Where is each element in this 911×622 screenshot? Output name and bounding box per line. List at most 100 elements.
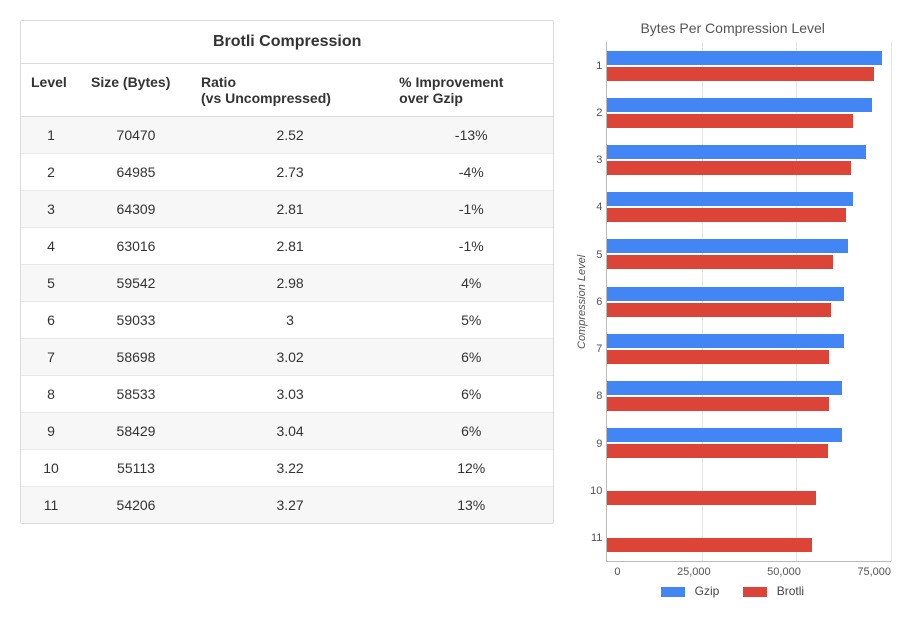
x-tick: 25,000 [677, 566, 711, 578]
bar-gzip [607, 98, 872, 112]
table-row: 65903335% [21, 302, 553, 339]
col-improvement: % Improvement over Gzip [389, 64, 553, 117]
cell-ratio: 3.27 [191, 487, 389, 524]
legend-swatch-brotli [743, 587, 767, 597]
bar-brotli [607, 208, 845, 222]
cell-size: 59033 [81, 302, 191, 339]
table-row: 5595422.984% [21, 265, 553, 302]
table-row: 2649852.73-4% [21, 154, 553, 191]
cell-level: 8 [21, 376, 81, 413]
bar-gzip [607, 334, 843, 348]
cell-improvement: -13% [389, 117, 553, 154]
chart-row [607, 467, 891, 514]
table-row: 3643092.81-1% [21, 191, 553, 228]
bar-brotli [607, 67, 874, 81]
chart-title: Bytes Per Compression Level [574, 20, 891, 36]
cell-improvement: 12% [389, 450, 553, 487]
table-title: Brotli Compression [21, 21, 553, 64]
cell-improvement: -1% [389, 228, 553, 265]
cell-level: 6 [21, 302, 81, 339]
chart-plot [606, 42, 891, 562]
y-tick: 11 [588, 532, 602, 544]
bar-gzip [607, 51, 881, 65]
bar-gzip [607, 287, 843, 301]
y-tick: 4 [588, 201, 602, 213]
cell-improvement: -1% [389, 191, 553, 228]
cell-ratio: 3.03 [191, 376, 389, 413]
chart-row [607, 42, 891, 89]
y-tick: 8 [588, 390, 602, 402]
bar-brotli [607, 397, 828, 411]
cell-size: 54206 [81, 487, 191, 524]
table-row: 9584293.046% [21, 413, 553, 450]
cell-size: 58429 [81, 413, 191, 450]
bar-brotli [607, 491, 815, 505]
cell-level: 10 [21, 450, 81, 487]
cell-size: 64985 [81, 154, 191, 191]
col-level: Level [21, 64, 81, 117]
y-tick: 5 [588, 249, 602, 261]
brotli-table: Brotli Compression Level Size (Bytes) Ra… [20, 20, 554, 524]
legend-swatch-gzip [661, 587, 685, 597]
chart-row [607, 278, 891, 325]
bar-brotli [607, 538, 812, 552]
bar-gzip [607, 239, 847, 253]
table-row: 1704702.52-13% [21, 117, 553, 154]
x-ticks: 025,00050,00075,000 [614, 562, 891, 578]
cell-level: 9 [21, 413, 81, 450]
bar-brotli [607, 303, 830, 317]
cell-ratio: 2.81 [191, 228, 389, 265]
table-row: 7586983.026% [21, 339, 553, 376]
y-tick: 1 [588, 60, 602, 72]
cell-level: 7 [21, 339, 81, 376]
y-tick: 6 [588, 296, 602, 308]
cell-ratio: 3 [191, 302, 389, 339]
cell-improvement: 6% [389, 413, 553, 450]
chart-row [607, 372, 891, 419]
table-row: 4630162.81-1% [21, 228, 553, 265]
cell-level: 2 [21, 154, 81, 191]
cell-size: 55113 [81, 450, 191, 487]
y-ticks: 1234567891011 [588, 42, 606, 562]
bar-brotli [607, 255, 832, 269]
cell-level: 11 [21, 487, 81, 524]
bar-brotli [607, 114, 853, 128]
cell-ratio: 2.73 [191, 154, 389, 191]
cell-level: 1 [21, 117, 81, 154]
bar-gzip [607, 428, 841, 442]
chart-row [607, 231, 891, 278]
layout: Brotli Compression Level Size (Bytes) Ra… [20, 20, 891, 598]
chart-legend: Gzip Brotli [574, 584, 891, 598]
cell-size: 70470 [81, 117, 191, 154]
bar-brotli [607, 161, 850, 175]
chart-row [607, 184, 891, 231]
y-tick: 10 [588, 485, 602, 497]
cell-size: 59542 [81, 265, 191, 302]
bar-brotli [607, 444, 828, 458]
x-tick: 0 [614, 566, 620, 578]
y-axis-label: Compression Level [574, 42, 588, 562]
cell-improvement: 6% [389, 376, 553, 413]
bar-gzip [607, 145, 866, 159]
cell-improvement: 6% [389, 339, 553, 376]
chart-row [607, 136, 891, 183]
chart-row [607, 514, 891, 561]
cell-improvement: 4% [389, 265, 553, 302]
cell-ratio: 2.52 [191, 117, 389, 154]
cell-level: 5 [21, 265, 81, 302]
legend-item-brotli: Brotli [743, 584, 804, 598]
cell-ratio: 3.22 [191, 450, 389, 487]
legend-label-gzip: Gzip [695, 584, 720, 598]
cell-ratio: 2.81 [191, 191, 389, 228]
bar-gzip [607, 192, 853, 206]
cell-ratio: 3.02 [191, 339, 389, 376]
table-row: 11542063.2713% [21, 487, 553, 524]
y-tick: 9 [588, 438, 602, 450]
table-row: 8585333.036% [21, 376, 553, 413]
x-tick: 75,000 [857, 566, 891, 578]
cell-size: 58698 [81, 339, 191, 376]
col-size: Size (Bytes) [81, 64, 191, 117]
cell-size: 58533 [81, 376, 191, 413]
compression-table: Level Size (Bytes) Ratio (vs Uncompresse… [21, 64, 553, 523]
table-row: 10551133.2212% [21, 450, 553, 487]
